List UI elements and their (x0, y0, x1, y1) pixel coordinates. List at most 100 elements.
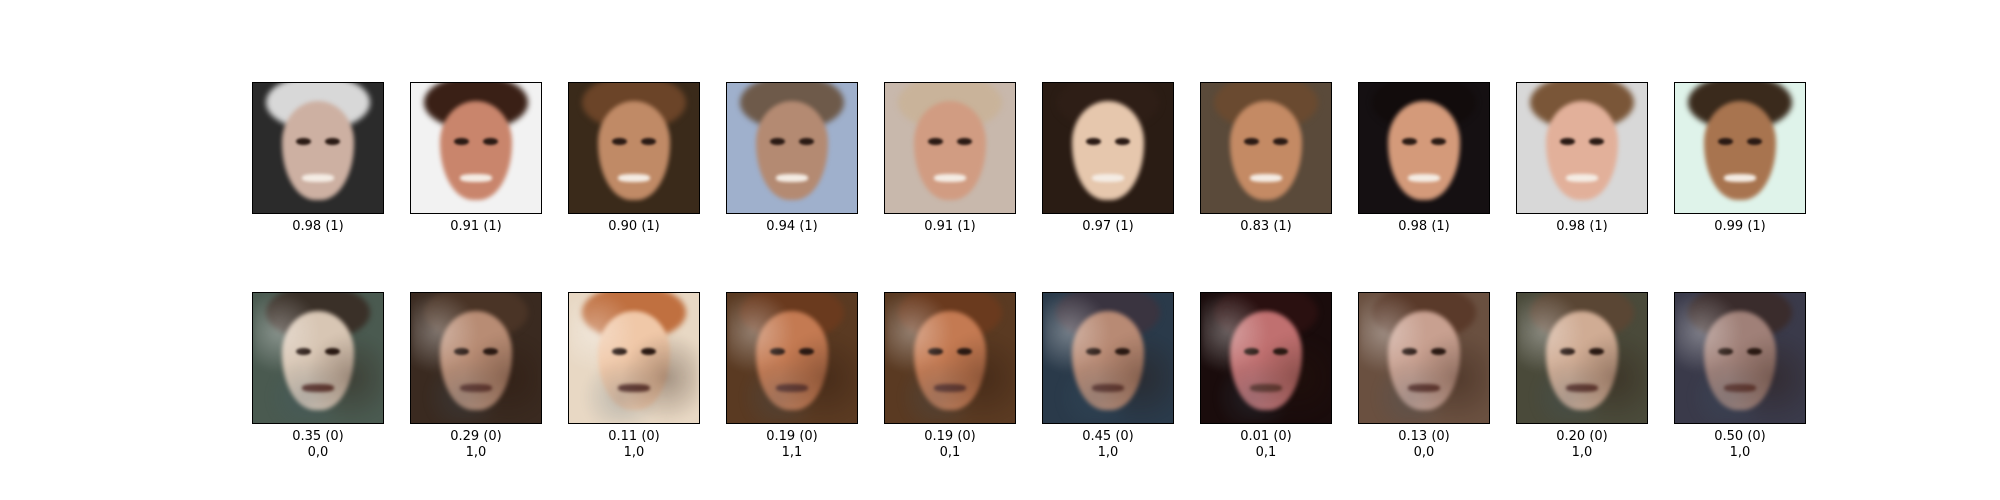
right-eye (1588, 347, 1605, 356)
left-eye (1559, 137, 1576, 146)
score-caption: 0.91 (1) (410, 219, 542, 235)
right-eye (1272, 137, 1289, 146)
face-shape (1545, 101, 1619, 200)
face-image (1516, 292, 1648, 424)
condition-label: 1,0 (1729, 445, 1751, 460)
score-caption: 0.20 (0) 1,0 (1516, 429, 1648, 461)
artifact-overlay (569, 293, 699, 423)
score-caption: 0.99 (1) (1674, 219, 1806, 235)
left-eye (769, 137, 786, 146)
score-label: 0.19 (0) (924, 429, 976, 444)
face-image (726, 82, 858, 214)
mouth (1250, 174, 1282, 182)
generated-face-cell: 0.50 (0) 1,0 (1674, 292, 1806, 461)
score-caption: 0.13 (0) 0,0 (1358, 429, 1490, 461)
generated-face-cell: 0.29 (0) 1,0 (410, 292, 542, 461)
face-shape (755, 101, 829, 200)
right-eye (956, 137, 973, 146)
real-face-cell: 0.83 (1) (1200, 82, 1332, 235)
generated-face-cell: 0.11 (0) 1,0 (568, 292, 700, 461)
condition-label: 1,0 (1097, 445, 1119, 460)
artifact-overlay (411, 293, 541, 423)
face-image (884, 292, 1016, 424)
condition-label: 0,1 (939, 445, 961, 460)
score-caption: 0.01 (0) 0,1 (1200, 429, 1332, 461)
generated-face-cell: 0.13 (0) 0,0 (1358, 292, 1490, 461)
mouth (460, 384, 492, 392)
real-face-cell: 0.99 (1) (1674, 82, 1806, 235)
right-eye (640, 137, 657, 146)
generated-face-cell: 0.20 (0) 1,0 (1516, 292, 1648, 461)
artifact-overlay (253, 293, 383, 423)
mouth (1250, 384, 1282, 392)
score-label: 0.20 (0) (1556, 429, 1608, 444)
face-image (1042, 292, 1174, 424)
score-caption: 0.35 (0) 0,0 (252, 429, 384, 461)
face-shape (1229, 311, 1303, 410)
score-label: 0.98 (1) (1398, 219, 1450, 234)
score-label: 0.91 (1) (450, 219, 502, 234)
left-eye (295, 347, 312, 356)
real-face-cell: 0.90 (1) (568, 82, 700, 235)
score-caption: 0.94 (1) (726, 219, 858, 235)
face-image (410, 292, 542, 424)
left-eye (1085, 347, 1102, 356)
mouth (1092, 384, 1124, 392)
condition-label: 1,0 (623, 445, 645, 460)
real-face-cell: 0.97 (1) (1042, 82, 1174, 235)
face-image (1674, 82, 1806, 214)
score-label: 0.91 (1) (924, 219, 976, 234)
real-face-cell: 0.91 (1) (410, 82, 542, 235)
face-shape (913, 311, 987, 410)
face-image (252, 82, 384, 214)
mouth (460, 174, 492, 182)
mouth (1724, 174, 1756, 182)
face-shape (1703, 101, 1777, 200)
left-eye (927, 137, 944, 146)
score-label: 0.50 (0) (1714, 429, 1766, 444)
score-caption: 0.90 (1) (568, 219, 700, 235)
mouth (302, 384, 334, 392)
face-shape (1703, 311, 1777, 410)
score-caption: 0.97 (1) (1042, 219, 1174, 235)
left-eye (453, 137, 470, 146)
face-shape (1387, 101, 1461, 200)
right-eye (1430, 137, 1447, 146)
face-image (884, 82, 1016, 214)
left-eye (769, 347, 786, 356)
generated-face-cell: 0.19 (0) 1,1 (726, 292, 858, 461)
score-label: 0.99 (1) (1714, 219, 1766, 234)
left-eye (295, 137, 312, 146)
real-face-cell: 0.94 (1) (726, 82, 858, 235)
right-eye (640, 347, 657, 356)
mouth (1408, 384, 1440, 392)
score-caption: 0.29 (0) 1,0 (410, 429, 542, 461)
artifact-overlay (885, 293, 1015, 423)
mouth (934, 384, 966, 392)
generated-face-cell: 0.45 (0) 1,0 (1042, 292, 1174, 461)
face-image (252, 292, 384, 424)
score-label: 0.45 (0) (1082, 429, 1134, 444)
right-eye (482, 347, 499, 356)
face-image (1042, 82, 1174, 214)
mouth (1566, 174, 1598, 182)
face-shape (1071, 311, 1145, 410)
face-shape (1229, 101, 1303, 200)
left-eye (927, 347, 944, 356)
left-eye (1243, 347, 1260, 356)
score-caption: 0.19 (0) 0,1 (884, 429, 1016, 461)
left-eye (1717, 137, 1734, 146)
real-face-cell: 0.98 (1) (1358, 82, 1490, 235)
right-eye (482, 137, 499, 146)
artifact-overlay (1517, 293, 1647, 423)
score-label: 0.98 (1) (1556, 219, 1608, 234)
artifact-overlay (727, 293, 857, 423)
mouth (1092, 174, 1124, 182)
mouth (1724, 384, 1756, 392)
mouth (776, 174, 808, 182)
face-image (1674, 292, 1806, 424)
condition-label: 0,1 (1255, 445, 1277, 460)
score-caption: 0.45 (0) 1,0 (1042, 429, 1174, 461)
condition-label: 1,0 (1571, 445, 1593, 460)
face-shape (1545, 311, 1619, 410)
